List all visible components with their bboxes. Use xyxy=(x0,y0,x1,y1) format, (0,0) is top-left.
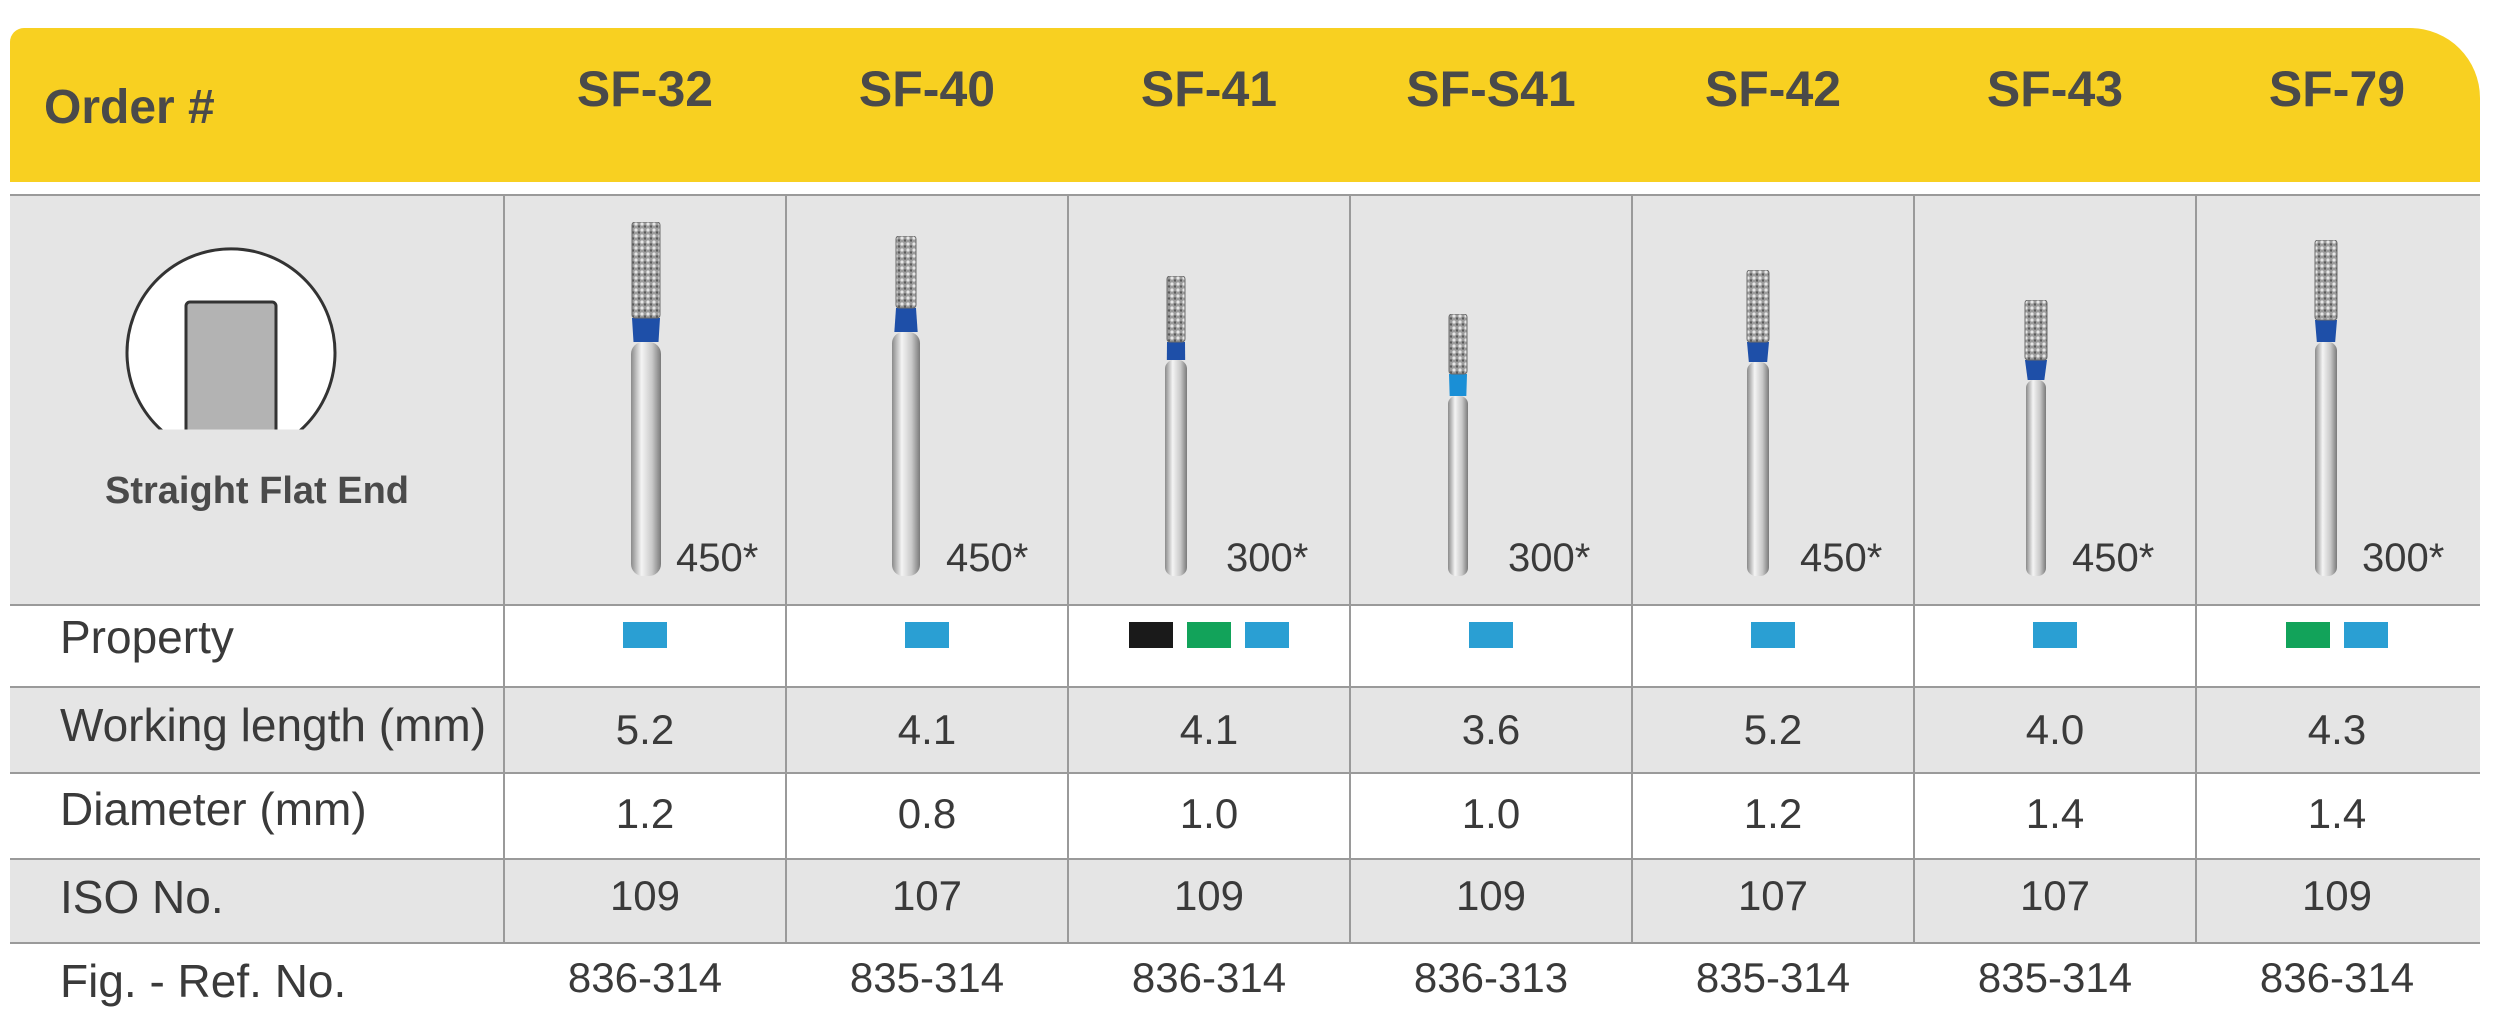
diameter-value: 1.2 xyxy=(1743,790,1803,837)
iso-label: ISO No. xyxy=(60,871,224,923)
iso-value: 107 xyxy=(1737,872,1809,919)
diameter-value: 1.4 xyxy=(2307,790,2367,837)
green-property-swatch xyxy=(1187,622,1231,648)
working-length-value: 3.6 xyxy=(1461,706,1521,753)
iso-value: 109 xyxy=(2301,872,2373,919)
order-code: SF-79 xyxy=(2268,61,2406,117)
row-divider xyxy=(10,942,2480,944)
diameter-value: 1.4 xyxy=(2025,790,2085,837)
fig-ref-label: Fig. - Ref. No. xyxy=(60,955,347,1007)
working-length-value: 5.2 xyxy=(1743,706,1803,753)
bur-image xyxy=(1746,270,1770,576)
bur-image xyxy=(2314,240,2338,576)
row-divider xyxy=(10,686,2480,688)
iso-value: 107 xyxy=(891,872,963,919)
fig-ref-value: 835-314 xyxy=(1977,954,2133,1001)
order-code: SF-32 xyxy=(576,61,714,117)
property-label: Property xyxy=(60,611,234,663)
working-length-value: 4.3 xyxy=(2307,706,2367,753)
blue-property-swatch xyxy=(2033,622,2077,648)
black-property-swatch xyxy=(1129,622,1173,648)
max-rpm-label: 450* xyxy=(2072,536,2155,580)
diameter-label: Diameter (mm) xyxy=(60,783,367,835)
working-length-value: 5.2 xyxy=(615,706,675,753)
fig-ref-value: 836-314 xyxy=(1131,954,1287,1001)
column-divider xyxy=(785,194,787,942)
product-image-row xyxy=(10,194,2480,606)
max-rpm-label: 300* xyxy=(1226,536,1309,580)
blue-property-swatch xyxy=(623,622,667,648)
column-divider xyxy=(1067,194,1069,942)
order-code: SF-43 xyxy=(1986,61,2124,117)
column-divider xyxy=(503,194,505,942)
max-rpm-label: 450* xyxy=(676,536,759,580)
header-band: Order # xyxy=(10,28,2480,182)
working-length-label: Working length (mm) xyxy=(60,699,487,751)
max-rpm-label: 300* xyxy=(1508,536,1591,580)
column-divider xyxy=(1349,194,1351,942)
fig-ref-value: 835-314 xyxy=(1695,954,1851,1001)
row-divider xyxy=(10,858,2480,860)
column-divider xyxy=(1631,194,1633,942)
working-length-value: 4.1 xyxy=(1179,706,1239,753)
straight-flat-end-shape-icon xyxy=(118,238,344,436)
order-number-label: Order # xyxy=(44,81,215,134)
order-code: SF-41 xyxy=(1140,61,1278,117)
bur-image xyxy=(1165,276,1187,576)
diameter-value: 0.8 xyxy=(897,790,957,837)
bur-image xyxy=(892,236,920,576)
row-divider xyxy=(10,772,2480,774)
fig-ref-value: 836-313 xyxy=(1413,954,1569,1001)
blue-property-swatch xyxy=(905,622,949,648)
diameter-value: 1.0 xyxy=(1179,790,1239,837)
column-divider xyxy=(2195,194,2197,942)
blue-property-swatch xyxy=(1469,622,1513,648)
working-length-value: 4.0 xyxy=(2025,706,2085,753)
diameter-value: 1.0 xyxy=(1461,790,1521,837)
diameter-value: 1.2 xyxy=(615,790,675,837)
column-divider xyxy=(1913,194,1915,942)
iso-value: 109 xyxy=(1455,872,1527,919)
working-length-value: 4.1 xyxy=(897,706,957,753)
blue-property-swatch xyxy=(2344,622,2388,648)
max-rpm-label: 450* xyxy=(1800,536,1883,580)
blue-property-swatch xyxy=(1751,622,1795,648)
blue-property-swatch xyxy=(1245,622,1289,648)
bur-image xyxy=(2024,300,2048,576)
max-rpm-label: 300* xyxy=(2362,536,2445,580)
order-code: SF-S41 xyxy=(1406,61,1576,117)
iso-value: 109 xyxy=(609,872,681,919)
iso-value: 109 xyxy=(1173,872,1245,919)
max-rpm-label: 450* xyxy=(946,536,1029,580)
bur-image xyxy=(631,222,661,576)
fig-ref-value: 836-314 xyxy=(567,954,723,1001)
fig-ref-value: 835-314 xyxy=(849,954,1005,1001)
working-length-row-bg xyxy=(10,688,2480,774)
shape-caption: Straight Flat End xyxy=(105,470,409,512)
iso-row-bg xyxy=(10,860,2480,944)
iso-value: 107 xyxy=(2019,872,2091,919)
fig-ref-value: 836-314 xyxy=(2259,954,2415,1001)
bur-image xyxy=(1448,314,1468,576)
green-property-swatch xyxy=(2286,622,2330,648)
order-code: SF-40 xyxy=(858,61,996,117)
order-code: SF-42 xyxy=(1704,61,1842,117)
